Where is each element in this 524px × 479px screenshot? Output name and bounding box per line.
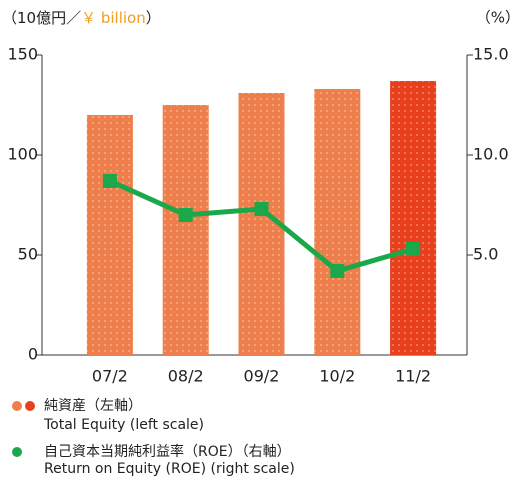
y2-tick-label: 10.0: [473, 145, 509, 164]
left-unit-currency: ￥ billion: [81, 9, 146, 27]
y-tick-label: 50: [18, 245, 38, 264]
x-tick-label: 09/2: [244, 367, 280, 386]
legend-swatch: [25, 401, 35, 411]
bar-texture: [86, 115, 133, 355]
legend-swatch: [12, 401, 22, 411]
left-unit: （10億円／￥ billion）: [2, 9, 161, 27]
y2-tick-label: 15.0: [473, 45, 509, 64]
legend-swatch: [12, 447, 22, 457]
point: [178, 208, 193, 222]
y-tick-label: 150: [7, 45, 38, 64]
legend-label: Total Equity (left scale): [43, 417, 204, 433]
y-tick-label: 0: [28, 345, 38, 364]
legend-label-ja: 自己資本当期純利益率（ROE）（右軸）: [44, 443, 291, 460]
bar-texture: [390, 81, 437, 355]
x-tick-label: 07/2: [92, 367, 128, 386]
x-tick-label: 11/2: [395, 367, 431, 386]
x-tick-label: 10/2: [319, 367, 355, 386]
point: [406, 242, 421, 256]
left-unit-close: ）: [146, 9, 161, 27]
y-tick-label: 100: [7, 145, 38, 164]
y2-tick-label: 5.0: [473, 245, 498, 264]
x-tick-label: 08/2: [168, 367, 204, 386]
left-unit-open: （10億円／: [2, 9, 81, 27]
legend-label: Return on Equity (ROE) (right scale): [44, 461, 295, 477]
bar-texture: [314, 89, 361, 355]
point: [254, 202, 269, 216]
point: [330, 264, 345, 278]
legend-label-ja: 純資産（左軸）: [44, 398, 142, 414]
right-unit: （%）: [476, 9, 520, 27]
point: [102, 174, 117, 188]
bar-texture: [162, 105, 209, 355]
